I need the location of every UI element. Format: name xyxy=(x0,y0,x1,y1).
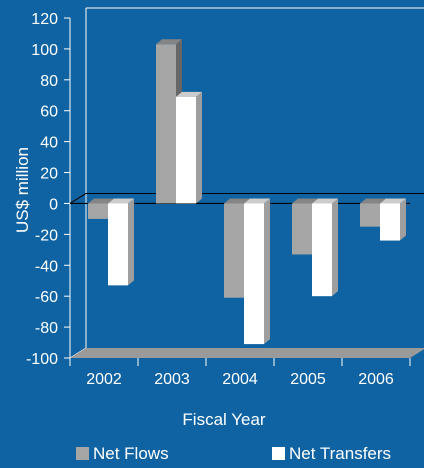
bar-top xyxy=(176,91,202,97)
y-tick-label: -100 xyxy=(26,351,58,368)
bar-top xyxy=(156,39,182,45)
legend-swatch xyxy=(76,447,89,460)
y-axis-title: US$ million xyxy=(13,147,32,233)
bar-front xyxy=(312,203,332,297)
x-tick-label: 2003 xyxy=(154,371,190,388)
left-wall xyxy=(69,8,87,359)
bar-top xyxy=(244,198,270,204)
x-tick-label: 2006 xyxy=(358,371,394,388)
chart-floor xyxy=(70,348,424,358)
bar-top xyxy=(88,198,114,204)
bar xyxy=(108,198,134,286)
x-axis-title: Fiscal Year xyxy=(182,410,265,429)
bar-front xyxy=(360,203,380,227)
bar-top xyxy=(292,198,318,204)
y-tick-label: 20 xyxy=(40,166,58,183)
bars xyxy=(88,39,406,345)
y-tick-label: -60 xyxy=(35,289,58,306)
bar xyxy=(312,198,338,297)
legend-label: Net Flows xyxy=(93,444,169,463)
x-tick-label: 2005 xyxy=(290,371,326,388)
bar-front xyxy=(292,203,312,255)
back-wall xyxy=(86,7,424,9)
bar-side xyxy=(264,198,270,345)
y-tick-label: 0 xyxy=(49,196,58,213)
y-tick-label: 40 xyxy=(40,135,58,152)
y-tick-label: -80 xyxy=(35,320,58,337)
bar-front xyxy=(380,203,400,241)
bar-front xyxy=(108,203,128,286)
bar-top xyxy=(380,198,406,204)
y-tick-label: -40 xyxy=(35,258,58,275)
bar-front xyxy=(156,44,176,204)
bar-front xyxy=(88,203,108,219)
bar xyxy=(244,198,270,345)
bar-side xyxy=(128,198,134,286)
bar-front xyxy=(244,203,264,345)
bar xyxy=(380,198,406,241)
y-tick-label: 80 xyxy=(40,73,58,90)
legend-label: Net Transfers xyxy=(289,444,391,463)
bar xyxy=(176,91,202,204)
bar-side xyxy=(332,198,338,297)
bar-side xyxy=(400,198,406,241)
y-tick-label: 100 xyxy=(31,42,58,59)
bar-side xyxy=(196,91,202,204)
y-tick-label: 60 xyxy=(40,104,58,121)
y-tick-label: 120 xyxy=(31,11,58,28)
zero-plane-edge xyxy=(69,193,87,204)
bar-top xyxy=(224,198,250,204)
x-axis: 2002 2003 2004 2005 2006 xyxy=(69,358,411,388)
x-tick-label: 2002 xyxy=(86,371,122,388)
bar-top xyxy=(312,198,338,204)
bar-top xyxy=(108,198,134,204)
legend: Net Flows Net Transfers xyxy=(76,444,391,463)
y-tick-label: -20 xyxy=(35,227,58,244)
bar-front xyxy=(176,96,196,204)
legend-swatch xyxy=(272,447,285,460)
y-axis: 120 100 80 60 40 20 0 -20 -40 -60 -80 -100 xyxy=(26,11,70,368)
bar-top xyxy=(360,198,386,204)
x-tick-label: 2004 xyxy=(222,371,258,388)
bar-front xyxy=(224,203,244,298)
